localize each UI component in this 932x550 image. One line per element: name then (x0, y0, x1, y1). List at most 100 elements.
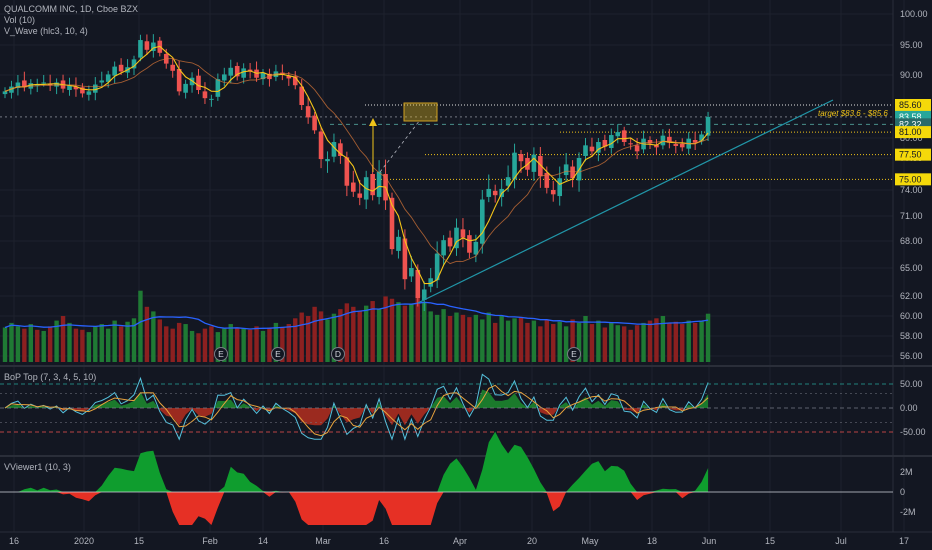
volume-bar (422, 302, 427, 362)
candle-body (325, 159, 330, 162)
legend-vviewer[interactable]: VViewer1 (10, 3) (4, 462, 71, 472)
legend-symbol[interactable]: QUALCOMM INC, 1D, Cboe BZX (4, 4, 139, 14)
candle-body (660, 135, 666, 146)
price-badge-4: 77.50 (895, 148, 931, 161)
candle-body (318, 131, 324, 160)
volume-bar (667, 322, 672, 362)
candle-body (105, 74, 111, 82)
price-tick-6: 71.00 (900, 211, 923, 221)
volume-bar (660, 316, 666, 362)
volume-bar (280, 327, 285, 362)
price-badge-label: 82.32 (899, 119, 922, 129)
candle-body (673, 144, 679, 146)
candle-body (467, 235, 472, 253)
volume-bar (680, 324, 685, 362)
candle-body (15, 82, 21, 88)
candle-body (112, 66, 117, 76)
legend-bop[interactable]: BoP Top (7, 3, 4, 5, 10) (4, 372, 97, 382)
volume-bar (35, 329, 40, 362)
vviewer-tick-2: -2M (900, 507, 916, 517)
candle-body (628, 143, 633, 145)
volume-bar (454, 312, 459, 362)
candle-body (222, 74, 227, 81)
candle-body (389, 197, 395, 250)
candle-body (473, 241, 479, 255)
candle-body (196, 75, 201, 90)
candle-body (209, 98, 214, 100)
time-tick-12: 15 (765, 536, 775, 546)
volume-bar (622, 326, 627, 362)
candle-body (357, 193, 363, 198)
vviewer-tick-1: 0 (900, 487, 905, 497)
candle-body (47, 83, 53, 86)
v-wave-lines (4, 45, 709, 285)
price-badge-bg (895, 148, 931, 161)
price-axis: 56.00 58.00 60.00 62.00 65.00 68.00 71.00 74.00… (895, 9, 931, 517)
volume-bar (692, 322, 698, 362)
volume-bar (428, 311, 433, 362)
volume-bar (131, 318, 137, 362)
candle-body (86, 91, 92, 95)
price-badge-label: 81.00 (899, 127, 922, 137)
candle-body (550, 190, 556, 195)
volume-bar (241, 328, 246, 362)
candle-body (480, 199, 485, 244)
candle-body (492, 190, 498, 196)
candle-body (189, 77, 195, 86)
candle-body (183, 83, 188, 93)
time-tick-1: 2020 (74, 536, 94, 546)
volume-bar (538, 326, 543, 362)
vviewer-negative-area (5, 492, 709, 525)
candle-body (409, 268, 414, 277)
volume-bar (402, 305, 408, 362)
volume-bar (434, 314, 440, 362)
candle-body (41, 82, 46, 84)
volume-bar (473, 314, 479, 362)
volume-bar (512, 318, 517, 362)
price-tick-5: 68.00 (900, 236, 923, 246)
volume-bar (460, 314, 466, 362)
volume-bar (331, 313, 337, 362)
volume-bar (28, 324, 33, 362)
volume-bar (267, 327, 272, 362)
volume-bar (699, 320, 704, 362)
bop-negative-area (5, 408, 709, 426)
volume-bar (318, 311, 324, 362)
candle-body (486, 188, 492, 197)
volume-bar (596, 320, 601, 362)
candle-body (615, 132, 621, 137)
volume-bar (299, 312, 304, 362)
vviewer-positive-area (5, 431, 709, 492)
volume-bar (628, 329, 633, 362)
candle-body (34, 84, 40, 86)
volume-bar (409, 304, 414, 362)
volume-bar (641, 322, 646, 362)
volume-bar (654, 318, 659, 362)
candle-body (505, 177, 511, 186)
legend-volume[interactable]: Vol (10) (4, 15, 36, 25)
volume-bar (364, 305, 369, 362)
time-axis: 16 2020 15 Feb 14 Mar 16 Apr 20 May 18 Jun 15 Jul 17 (0, 531, 932, 550)
candle-body (305, 106, 311, 118)
pane-separators (0, 0, 932, 532)
target-box (403, 102, 438, 122)
volume-bar (570, 319, 575, 362)
price-badge-3: 81.00 (895, 126, 931, 139)
candle-body (151, 42, 156, 51)
volume-bar (41, 330, 46, 362)
candle-body (667, 136, 672, 143)
candle-body (292, 76, 298, 86)
candle-body (241, 68, 246, 78)
volume-bar (235, 327, 240, 362)
price-badge-label: 85.60 (899, 100, 922, 110)
v-wave-slow-line (4, 57, 709, 265)
volume-bar (189, 330, 195, 362)
time-tick-7: Apr (453, 536, 467, 546)
volume-bar (260, 330, 266, 362)
volume-bar (80, 329, 85, 362)
volume-bar (118, 326, 124, 362)
candle-body (312, 115, 317, 131)
legend-vwave[interactable]: V_Wave (hlc3, 10, 4) (4, 26, 88, 36)
candle-body (654, 144, 659, 148)
